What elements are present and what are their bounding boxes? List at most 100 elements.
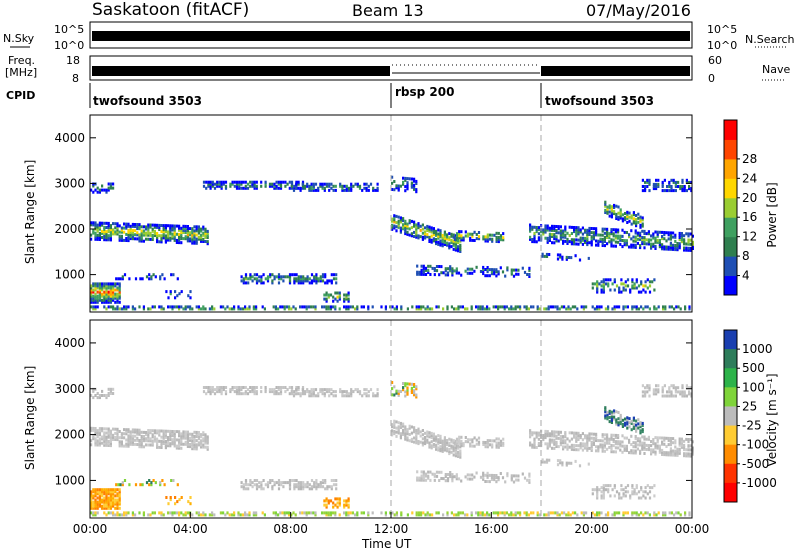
power-cell bbox=[207, 180, 210, 184]
velocity-cell bbox=[310, 487, 314, 491]
power-cell bbox=[191, 229, 194, 233]
power-cell bbox=[648, 290, 652, 294]
power-cell bbox=[619, 210, 622, 214]
velocity-cell bbox=[620, 488, 623, 492]
velocity-cell bbox=[402, 422, 405, 426]
power-cell bbox=[90, 290, 93, 294]
power-cell bbox=[134, 277, 138, 281]
velocity-cell bbox=[612, 450, 615, 454]
velocity-cell bbox=[163, 483, 166, 487]
power-cell bbox=[241, 307, 244, 311]
power-cell bbox=[323, 186, 326, 190]
velocity-cell bbox=[207, 386, 210, 389]
velocity-cell bbox=[670, 384, 673, 388]
power-cell bbox=[497, 272, 500, 276]
velocity-cell bbox=[295, 485, 298, 489]
velocity-cell bbox=[406, 438, 409, 442]
velocity-cell bbox=[438, 470, 441, 474]
velocity-cell bbox=[406, 388, 409, 392]
velocity-cell bbox=[315, 485, 318, 489]
velocity-cell bbox=[542, 436, 545, 439]
velocity-cell bbox=[362, 511, 365, 515]
power-cell bbox=[665, 231, 668, 235]
velocity-cell bbox=[575, 437, 578, 441]
noise-ytick-top-right: 10^5 bbox=[707, 23, 738, 36]
power-cell bbox=[687, 232, 690, 236]
power-cell bbox=[397, 188, 400, 192]
velocity-cell bbox=[158, 511, 161, 515]
velocity-cell bbox=[233, 511, 236, 515]
power-cell bbox=[101, 292, 104, 296]
velocity-cell bbox=[502, 443, 505, 447]
velocity-cell bbox=[164, 429, 167, 433]
velocity-cell bbox=[354, 513, 357, 517]
power-cell bbox=[127, 233, 130, 236]
power-cell bbox=[323, 305, 326, 309]
power-cell bbox=[323, 297, 326, 301]
power-cell bbox=[138, 223, 141, 227]
velocity-cell bbox=[415, 435, 418, 439]
power-cell bbox=[294, 307, 297, 311]
velocity-cell bbox=[310, 390, 313, 394]
velocity-cell bbox=[152, 479, 155, 482]
velocity-cell bbox=[661, 440, 664, 444]
velocity-cell bbox=[206, 445, 209, 449]
velocity-cell bbox=[109, 504, 112, 508]
power-cell bbox=[644, 290, 647, 294]
velocity-cell bbox=[506, 472, 509, 476]
power-cell bbox=[96, 223, 99, 227]
velocity-cell bbox=[98, 441, 101, 445]
power-cell bbox=[116, 292, 119, 296]
velocity-cell bbox=[689, 454, 692, 458]
velocity-cell bbox=[521, 472, 524, 476]
velocity-cell bbox=[101, 506, 104, 510]
power-cell bbox=[679, 187, 682, 191]
power-cell bbox=[415, 190, 418, 194]
power-cell bbox=[164, 226, 167, 230]
velocity-cell bbox=[645, 437, 648, 441]
velocity-cell bbox=[131, 442, 134, 446]
velocity-cell bbox=[559, 430, 562, 434]
colorbar-swatch bbox=[724, 120, 737, 140]
velocity-cell bbox=[442, 477, 445, 481]
power-cell bbox=[606, 207, 609, 211]
velocity-cell bbox=[193, 443, 196, 447]
power-cell bbox=[501, 305, 504, 309]
velocity-cell bbox=[129, 442, 132, 446]
power-cell bbox=[105, 286, 108, 290]
velocity-cell bbox=[610, 421, 613, 424]
velocity-cell bbox=[343, 511, 346, 515]
power-cell bbox=[260, 275, 263, 279]
power-cell bbox=[224, 180, 228, 184]
velocity-cell bbox=[293, 479, 296, 482]
power-cell bbox=[586, 237, 589, 240]
velocity-cell bbox=[606, 413, 609, 417]
velocity-cell bbox=[428, 443, 431, 447]
power-cell bbox=[606, 229, 609, 233]
power-cell bbox=[327, 307, 330, 311]
power-cell bbox=[441, 244, 444, 248]
velocity-cell bbox=[417, 513, 420, 517]
power-cell bbox=[668, 182, 671, 186]
velocity-cell bbox=[666, 390, 669, 394]
velocity-cell bbox=[479, 513, 482, 517]
power-cell bbox=[545, 307, 548, 311]
power-cell bbox=[428, 240, 431, 243]
power-cell bbox=[636, 233, 639, 237]
velocity-cell bbox=[98, 427, 101, 431]
velocity-cell bbox=[470, 511, 473, 515]
power-cell bbox=[302, 281, 305, 285]
power-cell bbox=[184, 237, 187, 241]
velocity-cell bbox=[634, 451, 637, 455]
power-cell bbox=[488, 237, 492, 241]
velocity-cell bbox=[417, 442, 420, 446]
power-cell bbox=[466, 232, 470, 236]
velocity-cell bbox=[404, 429, 407, 433]
power-cell bbox=[90, 298, 93, 302]
velocity-cell bbox=[151, 435, 154, 439]
velocity-cell bbox=[488, 480, 491, 484]
power-cell bbox=[432, 229, 435, 233]
velocity-cell bbox=[399, 434, 402, 438]
power-cell bbox=[138, 233, 141, 237]
power-cell bbox=[633, 286, 636, 290]
